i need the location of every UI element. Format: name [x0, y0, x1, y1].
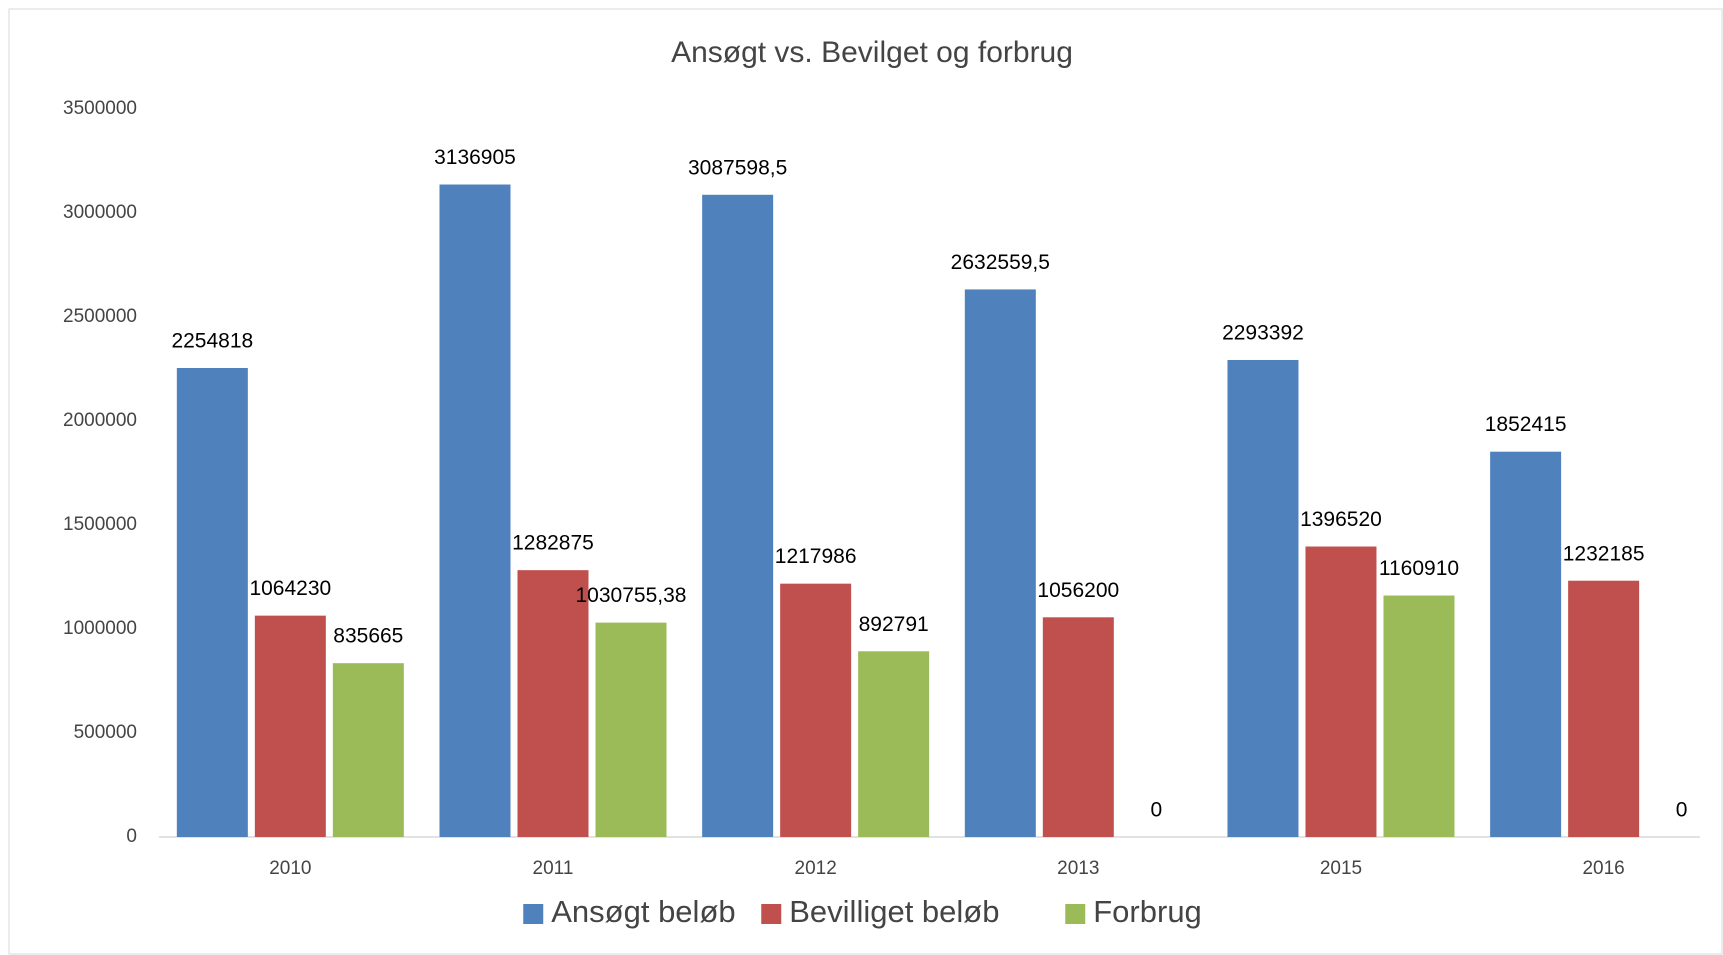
data-label: 0 [1676, 799, 1688, 822]
y-tick-label: 1500000 [63, 514, 137, 535]
bar [1305, 546, 1377, 837]
data-label: 3136905 [434, 146, 516, 169]
bar [517, 570, 589, 837]
legend-label: Forbrug [1093, 894, 1202, 929]
chart-frame [8, 8, 1723, 955]
bar [332, 663, 404, 837]
legend-label: Bevilliget beløb [789, 894, 999, 929]
legend-swatch [1065, 904, 1086, 924]
data-label: 1282875 [512, 532, 594, 555]
bar [702, 194, 774, 837]
data-label: 1217986 [775, 545, 857, 568]
bar [964, 289, 1036, 837]
bar [1042, 617, 1114, 837]
bar [780, 583, 852, 837]
bar [595, 622, 667, 837]
data-label: 1056200 [1037, 579, 1119, 602]
legend-label: Ansøgt beløb [551, 894, 735, 929]
data-label: 2254818 [171, 330, 253, 353]
bar [1490, 451, 1562, 837]
x-tick-label: 2016 [1582, 858, 1624, 879]
data-label: 1232185 [1563, 542, 1645, 565]
data-label: 1852415 [1485, 413, 1567, 436]
legend-swatch [523, 904, 544, 924]
chart-title: Ansøgt vs. Bevilget og forbrug [671, 36, 1073, 69]
data-label: 0 [1150, 799, 1162, 822]
bar [1227, 359, 1299, 837]
y-tick-label: 3000000 [63, 202, 137, 223]
y-tick-label: 0 [126, 826, 137, 847]
y-tick-label: 2000000 [63, 410, 137, 431]
x-tick-label: 2015 [1320, 858, 1362, 879]
x-tick-label: 2013 [1057, 858, 1099, 879]
data-label: 1030755,38 [576, 584, 687, 607]
data-label: 1064230 [249, 577, 331, 600]
data-label: 2632559,5 [951, 251, 1050, 274]
y-tick-label: 3500000 [63, 98, 137, 119]
data-label: 1160910 [1379, 557, 1459, 580]
x-tick-label: 2012 [795, 858, 837, 879]
bar [176, 367, 248, 837]
x-tick-label: 2010 [269, 858, 311, 879]
bar [858, 651, 930, 837]
data-label: 835665 [333, 625, 403, 648]
data-label: 3087598,5 [688, 156, 787, 179]
y-tick-label: 2500000 [63, 306, 137, 327]
data-label: 892791 [859, 613, 929, 636]
x-tick-label: 2011 [533, 858, 574, 879]
data-label: 1396520 [1300, 508, 1382, 531]
bar [1383, 595, 1455, 837]
y-tick-label: 500000 [74, 722, 137, 743]
y-tick-label: 1000000 [63, 618, 137, 639]
bar [1568, 580, 1640, 837]
bar [254, 615, 326, 837]
legend-swatch [761, 904, 782, 924]
data-label: 2293392 [1222, 322, 1304, 345]
bar [439, 184, 511, 838]
